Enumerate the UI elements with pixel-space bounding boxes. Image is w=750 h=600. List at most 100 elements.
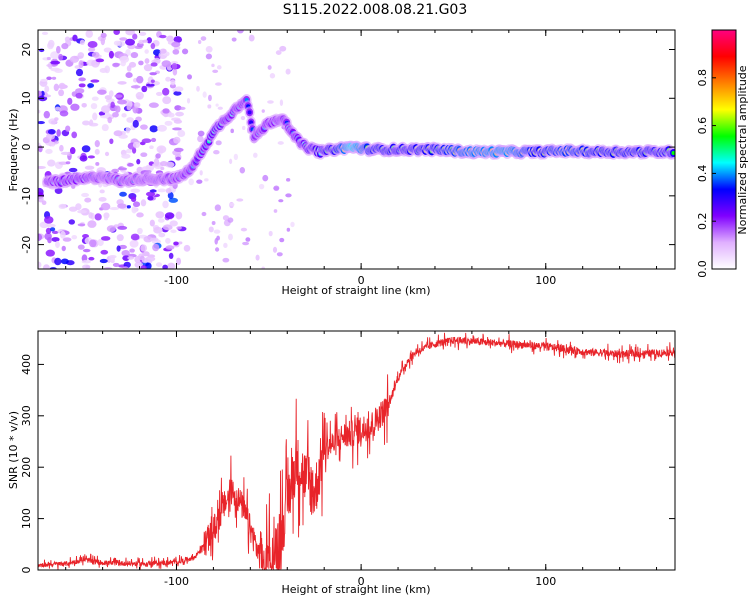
noise-speckle [279, 45, 287, 52]
noise-speckle [67, 97, 73, 105]
snr-y-axis-label: SNR (10 * v/v) [7, 411, 20, 489]
noise-speckle [38, 48, 45, 53]
noise-speckle [42, 264, 50, 269]
noise-speckle [81, 145, 91, 153]
noise-speckle [149, 125, 158, 133]
noise-speckle [211, 63, 215, 68]
noise-speckle [201, 211, 207, 217]
noise-speckle [149, 237, 159, 242]
y-tick-label: 0 [20, 144, 33, 151]
noise-speckle [100, 249, 109, 255]
noise-speckle [285, 193, 292, 198]
noise-speckle [173, 136, 181, 144]
noise-speckle [187, 74, 192, 80]
noise-speckle [50, 60, 61, 65]
noise-speckle [58, 89, 65, 97]
noise-speckle [155, 262, 163, 267]
noise-speckle [207, 104, 212, 109]
y-tick-label: 0 [20, 567, 33, 574]
noise-speckle [38, 121, 45, 125]
noise-speckle [44, 216, 54, 224]
noise-speckle [125, 72, 133, 79]
noise-speckle [175, 111, 184, 117]
noise-speckle [58, 53, 64, 61]
noise-speckle [125, 126, 131, 134]
noise-speckle [245, 237, 251, 242]
noise-speckle [55, 240, 60, 249]
noise-speckle [261, 266, 265, 269]
noise-speckle [99, 189, 105, 194]
noise-speckle [179, 106, 186, 110]
noise-speckle [72, 34, 78, 42]
y-tick-label: 10 [20, 91, 33, 105]
noise-speckle [84, 197, 92, 203]
noise-speckle [100, 202, 111, 211]
y-tick-label: 20 [20, 43, 33, 57]
colorbar-label: Normalized spectral amplitude [736, 65, 749, 234]
noise-speckle [141, 85, 148, 93]
noise-speckle [136, 212, 144, 218]
noise-speckle [229, 158, 233, 165]
noise-speckle [45, 249, 55, 257]
noise-speckle [117, 81, 127, 85]
noise-speckle [142, 251, 150, 257]
noise-speckle [286, 178, 291, 182]
noise-speckle [126, 103, 132, 111]
noise-speckle [126, 205, 131, 209]
noise-speckle [222, 257, 230, 263]
noise-speckle [197, 135, 204, 143]
noise-speckle [279, 99, 284, 106]
noise-speckle [41, 31, 49, 36]
noise-speckle [159, 160, 168, 167]
noise-speckle [44, 85, 50, 93]
noise-speckle [132, 201, 141, 208]
noise-speckle [77, 209, 87, 214]
noise-speckle [248, 34, 255, 42]
noise-speckle [100, 37, 106, 46]
noise-speckle [79, 39, 85, 45]
noise-speckle [145, 191, 156, 197]
noise-speckle [38, 145, 43, 153]
noise-speckle [149, 72, 157, 76]
noise-speckle [65, 125, 71, 132]
noise-speckle [126, 117, 134, 123]
noise-speckle [60, 258, 69, 265]
noise-speckle [167, 112, 175, 118]
noise-speckle [108, 50, 114, 59]
ridge-core [671, 151, 675, 156]
noise-speckle [237, 30, 244, 34]
noise-speckle [65, 161, 71, 165]
noise-speckle [217, 106, 223, 110]
noise-speckle [127, 162, 134, 167]
noise-speckle [41, 200, 47, 206]
noise-speckle [103, 212, 110, 219]
noise-speckle [267, 100, 274, 104]
noise-speckle [88, 256, 95, 261]
noise-speckle [162, 87, 170, 96]
noise-speckle [272, 246, 278, 253]
noise-speckle [77, 244, 85, 250]
noise-speckle [129, 248, 135, 253]
noise-speckle [58, 203, 67, 210]
noise-speckle [144, 49, 149, 54]
noise-speckle [229, 202, 235, 207]
noise-speckle [104, 151, 110, 157]
noise-speckle [46, 133, 55, 140]
noise-speckle [122, 266, 129, 269]
snr-ticks: -100 0 100 0 100 200 300 400 [20, 331, 675, 588]
noise-speckle [215, 82, 222, 86]
noise-speckle [130, 196, 137, 203]
noise-speckle [68, 219, 76, 225]
noise-speckle [162, 264, 168, 269]
noise-speckle [95, 58, 105, 63]
noise-speckle [175, 211, 183, 220]
noise-speckle [181, 48, 189, 55]
noise-speckle [46, 76, 52, 81]
noise-speckle [112, 111, 119, 118]
noise-speckle [175, 156, 181, 161]
noise-speckle [88, 212, 93, 219]
ridge-core [247, 110, 252, 115]
noise-speckle [157, 188, 167, 193]
